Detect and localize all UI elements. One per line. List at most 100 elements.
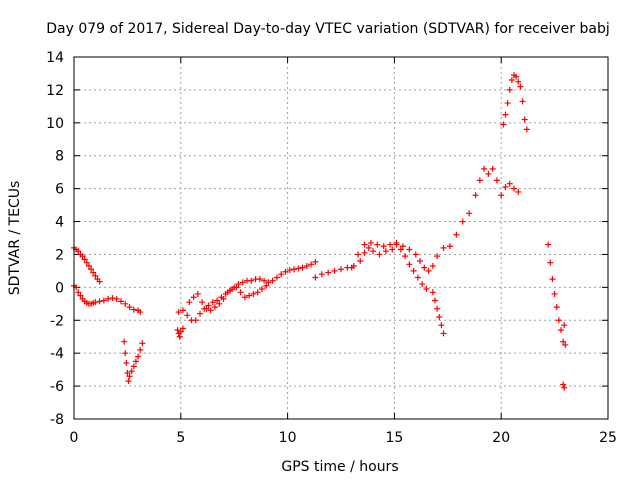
y-tick-label: 4: [55, 215, 64, 231]
data-point: [406, 261, 413, 268]
data-point: [190, 294, 197, 301]
data-point: [137, 346, 144, 353]
data-point: [508, 77, 515, 84]
data-point: [389, 246, 396, 253]
data-point: [303, 262, 310, 269]
data-point: [220, 295, 227, 302]
data-point: [176, 333, 183, 340]
data-point: [498, 192, 505, 199]
data-point: [515, 78, 522, 85]
data-point: [239, 279, 246, 286]
data-point: [558, 327, 565, 334]
y-tick-label: 12: [46, 83, 64, 99]
data-point: [355, 251, 362, 258]
data-point: [485, 170, 492, 177]
data-point: [175, 309, 182, 316]
y-axis-label: SDTVAR / TECUs: [7, 181, 23, 296]
data-point: [365, 244, 372, 251]
x-tick-label: 25: [599, 430, 617, 446]
data-point: [312, 258, 319, 265]
data-point: [237, 289, 244, 296]
data-point: [440, 330, 447, 337]
data-point: [446, 243, 453, 250]
data-point: [466, 210, 473, 217]
data-point: [489, 165, 496, 172]
data-point: [402, 253, 409, 260]
data-point: [506, 180, 513, 187]
y-tick-label: -6: [50, 379, 64, 395]
data-point: [453, 231, 460, 238]
data-point: [199, 299, 206, 306]
data-point: [417, 258, 424, 265]
data-point: [109, 295, 116, 302]
data-point: [273, 274, 280, 281]
data-point: [502, 111, 509, 118]
data-point: [382, 248, 389, 255]
data-point: [295, 265, 302, 272]
data-point: [248, 277, 255, 284]
data-point: [308, 261, 315, 268]
data-point: [90, 269, 97, 276]
data-point: [476, 177, 483, 184]
data-point: [125, 378, 132, 385]
data-point: [241, 294, 248, 301]
data-point: [224, 289, 231, 296]
data-point: [406, 246, 413, 253]
y-tick-label: 0: [55, 280, 64, 296]
data-point: [139, 340, 146, 347]
data-point: [493, 177, 500, 184]
data-point: [186, 299, 193, 306]
data-point: [545, 241, 552, 248]
data-point: [88, 266, 95, 273]
data-point: [121, 338, 128, 345]
data-point: [560, 381, 567, 388]
data-point: [513, 73, 520, 80]
data-point: [429, 262, 436, 269]
data-point: [414, 274, 421, 281]
data-point: [397, 246, 404, 253]
data-point: [261, 277, 268, 284]
data-point: [410, 267, 417, 274]
y-tick-label: -8: [50, 412, 64, 428]
data-point: [214, 297, 221, 304]
data-point: [459, 218, 466, 225]
data-point: [278, 271, 285, 278]
data-point: [425, 267, 432, 274]
data-point: [436, 313, 443, 320]
tick-labels: 0 5 10 15 20 25 -8 -6 -4 -2 0 2 4 6 8 10 12 14: [46, 50, 617, 446]
data-point: [374, 241, 381, 248]
series-late-drop-arc: [429, 289, 447, 337]
data-point: [429, 289, 436, 296]
data-point: [562, 341, 569, 348]
data-point: [286, 267, 293, 274]
data-point: [250, 290, 257, 297]
data-point: [561, 384, 568, 391]
data-point: [126, 304, 133, 311]
data-point: [126, 373, 133, 380]
data-point: [502, 183, 509, 190]
data-point: [122, 350, 129, 357]
data-point: [205, 302, 212, 309]
x-axis-label: GPS time / hours: [281, 459, 398, 475]
data-point: [83, 259, 90, 266]
data-point: [393, 239, 400, 246]
data-point: [312, 274, 319, 281]
x-tick-label: 5: [176, 430, 185, 446]
data-point: [113, 295, 120, 302]
data-point: [561, 322, 568, 329]
data-point: [123, 360, 130, 367]
data-point: [412, 251, 419, 258]
data-point: [96, 298, 103, 305]
data-point: [551, 290, 558, 297]
data-point: [434, 253, 441, 260]
data-point: [263, 282, 270, 289]
data-point: [124, 369, 131, 376]
data-point: [506, 86, 513, 93]
series-secondary-rising-arc: [186, 282, 270, 314]
data-point: [128, 368, 135, 375]
data-point: [203, 305, 210, 312]
data-point: [85, 262, 92, 269]
series-night-arc: [545, 241, 569, 391]
data-point: [547, 259, 554, 266]
data-point: [299, 264, 306, 271]
